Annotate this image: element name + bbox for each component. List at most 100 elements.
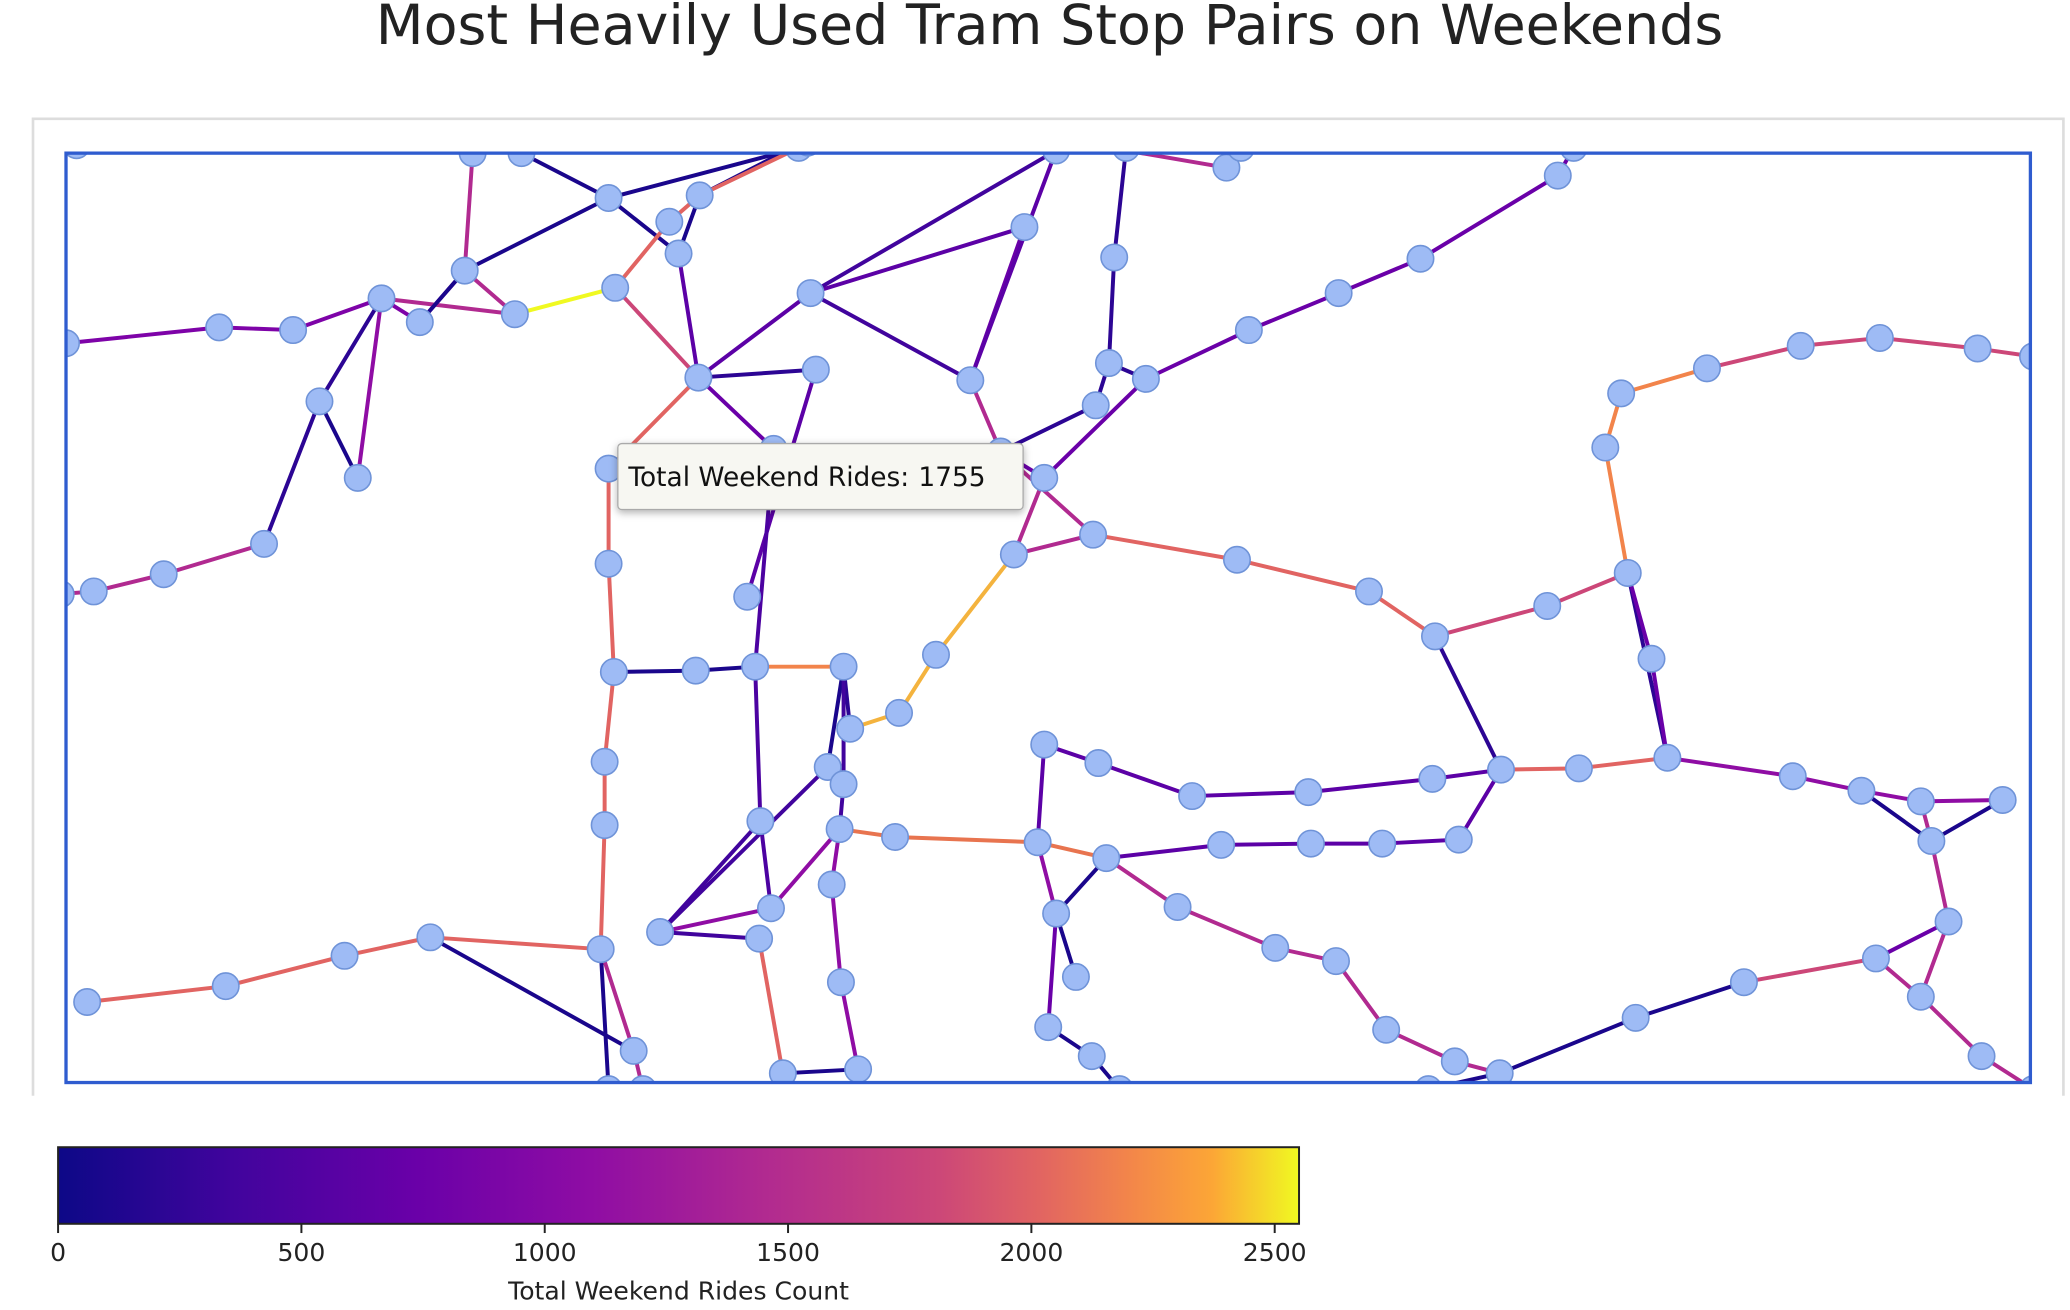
stop[interactable] [746, 807, 775, 836]
stop[interactable] [1100, 243, 1129, 272]
stop[interactable] [1207, 830, 1236, 859]
stop[interactable] [664, 239, 693, 268]
stop[interactable] [1372, 1015, 1401, 1044]
stop[interactable] [305, 387, 334, 416]
stop[interactable] [1061, 962, 1090, 991]
stop[interactable] [801, 355, 830, 384]
stop[interactable] [590, 811, 619, 840]
stop[interactable] [590, 747, 619, 776]
stop[interactable] [1786, 331, 1815, 360]
stop[interactable] [630, 1075, 656, 1102]
tram-link[interactable] [753, 446, 776, 911]
stop[interactable] [881, 822, 910, 851]
stop[interactable] [1042, 899, 1071, 928]
stop[interactable] [1092, 844, 1121, 873]
stop[interactable] [1988, 786, 2017, 815]
stop[interactable] [48, 581, 75, 608]
stop[interactable] [595, 1075, 621, 1102]
tram-link[interactable] [1091, 532, 1437, 639]
stop[interactable] [1081, 391, 1110, 420]
stop[interactable] [1034, 1013, 1063, 1042]
stop[interactable] [1079, 520, 1108, 549]
tram-link[interactable] [66, 296, 384, 346]
stop[interactable] [741, 652, 770, 681]
stop[interactable] [844, 1055, 873, 1083]
stop[interactable] [1113, 135, 1140, 162]
stop[interactable] [1967, 1042, 1996, 1071]
stop[interactable] [825, 815, 854, 844]
tram-link[interactable] [512, 285, 618, 317]
stop[interactable] [507, 140, 536, 168]
stop[interactable] [785, 135, 812, 162]
stop[interactable] [450, 256, 479, 285]
stop[interactable] [1227, 135, 1254, 162]
stop[interactable] [500, 300, 529, 329]
stop[interactable] [756, 894, 785, 923]
stop[interactable] [1564, 754, 1593, 783]
stop[interactable] [1906, 787, 1935, 816]
stop[interactable] [1613, 558, 1642, 587]
stop[interactable] [1084, 749, 1113, 778]
stop[interactable] [1485, 1059, 1514, 1086]
stop[interactable] [211, 972, 240, 1001]
stop[interactable] [1261, 933, 1290, 962]
stop[interactable] [619, 1036, 648, 1065]
stop[interactable] [1355, 577, 1383, 606]
stop[interactable] [586, 935, 615, 964]
tram-link[interactable] [825, 664, 846, 769]
stop[interactable] [1778, 762, 1807, 791]
stop[interactable] [594, 184, 623, 213]
stop[interactable] [1865, 323, 1894, 352]
stop[interactable] [1077, 1042, 1106, 1071]
stop[interactable] [921, 640, 950, 669]
stop[interactable] [1591, 433, 1620, 462]
stop[interactable] [279, 316, 308, 345]
stop[interactable] [1560, 135, 1587, 162]
stop[interactable] [1023, 828, 1052, 857]
stop[interactable] [1030, 463, 1059, 492]
stop[interactable] [458, 140, 487, 168]
stop[interactable] [1368, 829, 1397, 858]
tram-link[interactable] [613, 285, 701, 380]
stop[interactable] [1106, 1075, 1132, 1102]
stop[interactable] [2020, 1075, 2046, 1102]
stop[interactable] [655, 207, 684, 236]
stop[interactable] [79, 577, 108, 606]
tram-link[interactable] [1603, 366, 1709, 575]
stop[interactable] [1030, 730, 1059, 759]
stop[interactable] [1415, 1075, 1441, 1102]
stop[interactable] [1917, 826, 1946, 855]
stop[interactable] [1324, 279, 1353, 308]
stop[interactable] [1296, 829, 1325, 858]
tram-link[interactable] [676, 225, 1027, 380]
stop[interactable] [956, 366, 985, 395]
stop[interactable] [745, 924, 774, 953]
stop[interactable] [1421, 622, 1449, 651]
stop[interactable] [885, 698, 914, 727]
tram-link[interactable] [598, 947, 611, 1089]
stop[interactable] [813, 753, 842, 782]
stop[interactable] [1692, 354, 1721, 383]
stop[interactable] [1653, 743, 1682, 772]
stop[interactable] [1847, 776, 1876, 805]
stop[interactable] [1322, 947, 1350, 976]
tram-link[interactable] [1433, 570, 1630, 639]
stop[interactable] [999, 540, 1028, 569]
tram-link[interactable] [696, 375, 776, 451]
stop[interactable] [796, 279, 825, 308]
stop[interactable] [1444, 825, 1473, 854]
stop[interactable] [1963, 334, 1992, 363]
stop[interactable] [1861, 944, 1890, 973]
stop[interactable] [1906, 982, 1935, 1011]
tram-link[interactable] [1042, 148, 1573, 480]
stop[interactable] [1440, 1047, 1469, 1076]
stop[interactable] [1294, 778, 1323, 807]
stop[interactable] [817, 870, 846, 899]
stop[interactable] [416, 923, 445, 952]
stop[interactable] [681, 656, 710, 685]
tram-link[interactable] [598, 466, 616, 952]
stop[interactable] [250, 529, 279, 558]
tram-link[interactable] [417, 148, 799, 325]
stop[interactable] [1010, 213, 1039, 242]
tram-link[interactable] [379, 296, 517, 317]
